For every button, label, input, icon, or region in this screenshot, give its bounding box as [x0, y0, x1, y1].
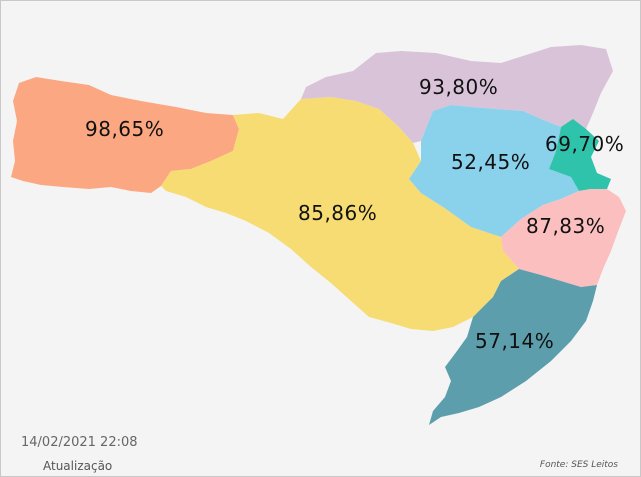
- region-oeste[interactable]: [161, 97, 519, 331]
- region-sul[interactable]: [429, 269, 597, 425]
- region-label: 52,45%: [451, 150, 530, 174]
- data-source: Fonte: SES Leitos: [539, 460, 618, 470]
- region-label: 57,14%: [475, 329, 554, 353]
- region-planalto-norte[interactable]: [301, 45, 613, 143]
- region-label: 93,80%: [419, 75, 498, 99]
- region-grande-florianopolis[interactable]: [501, 189, 626, 287]
- region-label: 69,70%: [545, 132, 624, 156]
- update-caption: Atualização: [43, 459, 113, 473]
- region-foz-itajai[interactable]: [549, 119, 611, 191]
- region-label: 87,83%: [526, 214, 605, 238]
- region-label: 85,86%: [298, 201, 377, 225]
- region-vale-itajai[interactable]: [409, 105, 579, 237]
- update-timestamp: 14/02/2021 22:08: [21, 435, 138, 450]
- region-label: 98,65%: [85, 117, 164, 141]
- region-extremo-oeste[interactable]: [11, 77, 239, 193]
